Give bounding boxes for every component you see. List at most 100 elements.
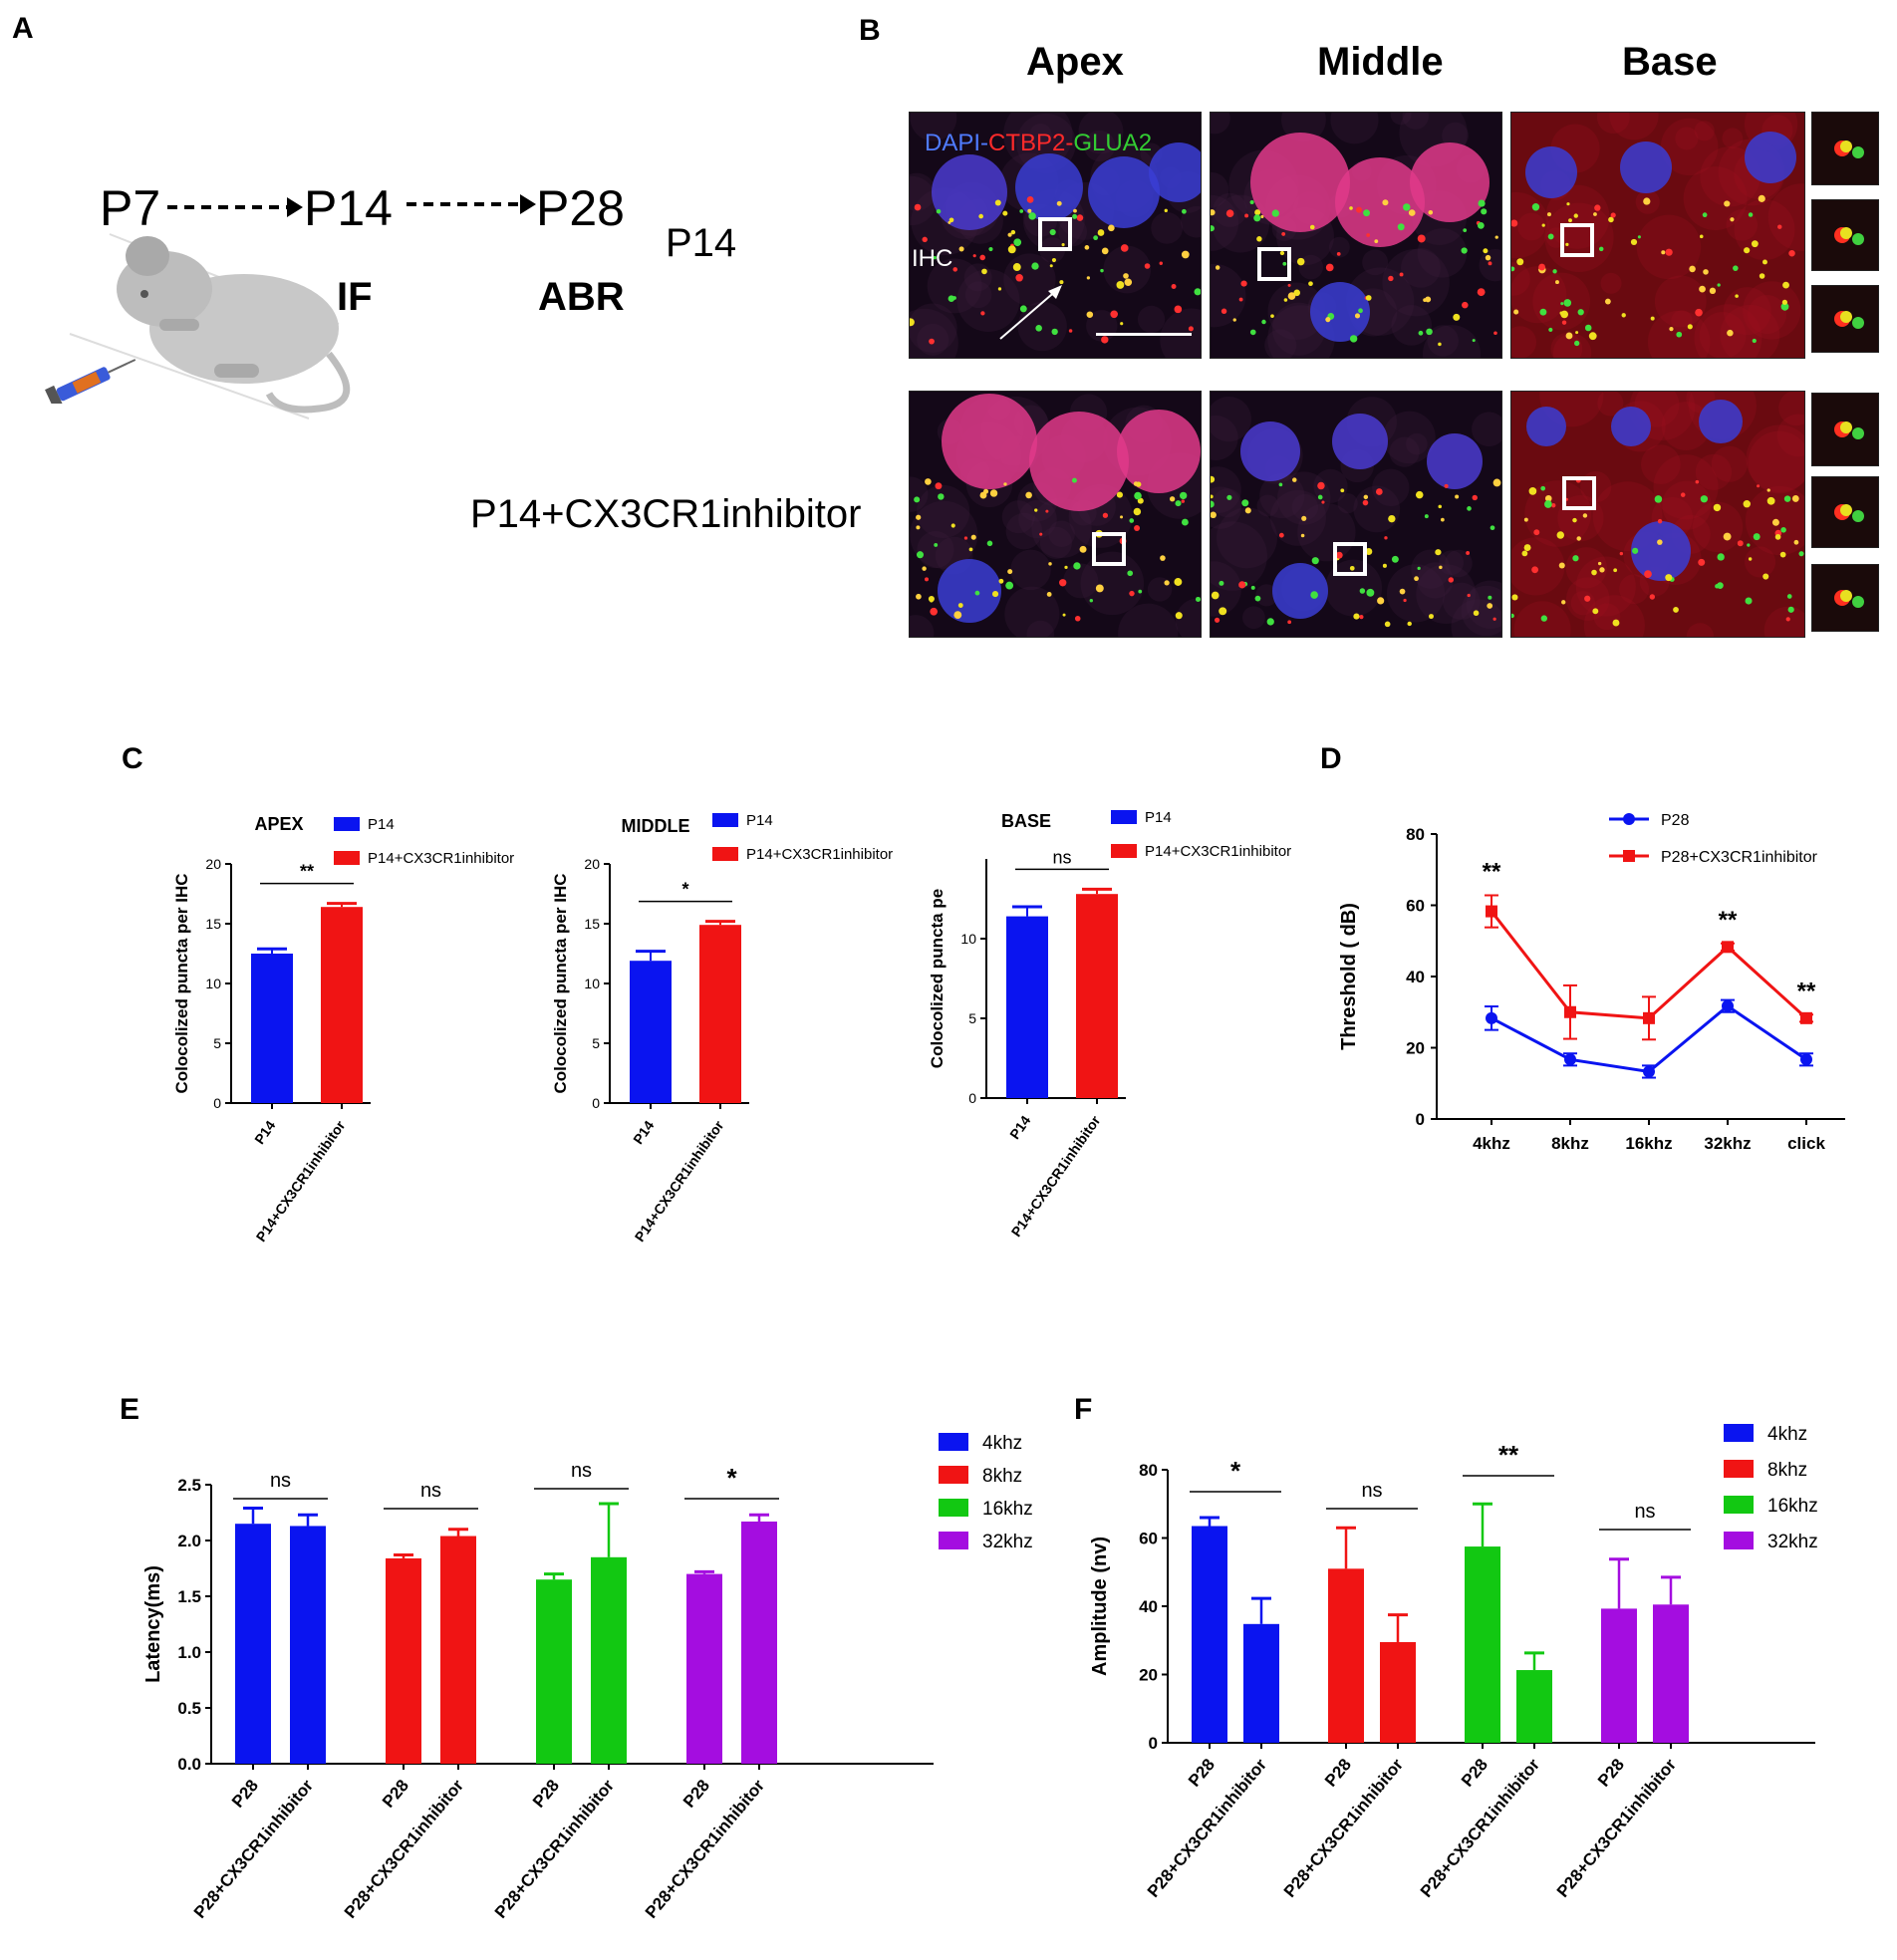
haze-blob bbox=[1686, 623, 1715, 637]
synaptic-puncta bbox=[1544, 494, 1552, 502]
haze-blob bbox=[1084, 130, 1116, 162]
haze-blob bbox=[1511, 266, 1567, 324]
haze-blob bbox=[1259, 472, 1305, 519]
legend-swatch bbox=[712, 847, 738, 861]
synaptic-puncta bbox=[1382, 199, 1389, 206]
synaptic-puncta bbox=[1188, 326, 1194, 332]
panel-label-a: A bbox=[12, 12, 34, 45]
synaptic-puncta bbox=[1758, 194, 1765, 202]
legend-swatch bbox=[1111, 844, 1137, 858]
synaptic-puncta bbox=[948, 295, 955, 302]
legend-entry: P14 bbox=[1145, 809, 1172, 826]
haze-blob bbox=[964, 281, 992, 309]
synaptic-puncta bbox=[1403, 598, 1407, 603]
synaptic-puncta bbox=[1649, 594, 1656, 600]
haze-blob bbox=[1662, 480, 1712, 530]
synaptic-puncta bbox=[1049, 264, 1053, 268]
synaptic-puncta bbox=[1438, 504, 1443, 509]
synaptic-puncta bbox=[1593, 212, 1597, 216]
synaptic-puncta bbox=[1565, 332, 1573, 340]
timeline-p14: P14 bbox=[304, 180, 393, 236]
synaptic-puncta bbox=[1095, 584, 1104, 593]
legend-swatch bbox=[712, 813, 738, 827]
legend-entry: P14+CX3CR1inhibitor bbox=[1145, 843, 1291, 860]
timeline-p7: P7 bbox=[100, 180, 161, 236]
significance-label: ** bbox=[1498, 1440, 1519, 1470]
synaptic-puncta bbox=[1727, 329, 1734, 337]
synaptic-puncta bbox=[1250, 585, 1255, 590]
synaptic-puncta bbox=[1748, 212, 1754, 217]
legend-marker bbox=[1623, 850, 1635, 862]
x-tick-label: P28 bbox=[1594, 1755, 1628, 1790]
bar-8khz-control bbox=[1328, 1568, 1364, 1743]
synaptic-puncta bbox=[1565, 242, 1569, 247]
haze-blob bbox=[1609, 113, 1659, 140]
roi-box bbox=[1333, 542, 1367, 576]
synaptic-puncta bbox=[1219, 607, 1227, 616]
haze-blob bbox=[1720, 304, 1780, 358]
synaptic-puncta bbox=[1780, 302, 1789, 311]
synaptic-puncta bbox=[1481, 208, 1488, 215]
synaptic-puncta bbox=[1388, 275, 1394, 282]
nucleus bbox=[1332, 414, 1388, 469]
nucleus bbox=[1029, 412, 1129, 511]
micrograph-p14-base bbox=[1510, 112, 1805, 359]
synaptic-puncta bbox=[1374, 239, 1379, 244]
haze-blob bbox=[1671, 310, 1693, 332]
legend-swatch bbox=[939, 1499, 968, 1517]
synaptic-puncta bbox=[1073, 208, 1077, 213]
bar-4khz-inhibitor bbox=[1243, 1623, 1279, 1743]
synaptic-puncta bbox=[1407, 621, 1412, 627]
synaptic-puncta bbox=[1120, 515, 1124, 519]
bar-p14 bbox=[630, 961, 672, 1103]
y-axis-label: Colocolized puncta per IHC bbox=[551, 873, 570, 1093]
haze-blob bbox=[1151, 211, 1184, 244]
synaptic-puncta bbox=[1278, 532, 1284, 538]
synaptic-puncta bbox=[1621, 313, 1626, 318]
synaptic-puncta bbox=[1785, 617, 1790, 622]
synaptic-puncta bbox=[1296, 257, 1305, 266]
synaptic-puncta bbox=[1415, 490, 1424, 499]
synaptic-puncta bbox=[1256, 236, 1262, 242]
label-if: IF bbox=[337, 275, 373, 319]
synaptic-puncta bbox=[1572, 555, 1579, 562]
synaptic-puncta bbox=[922, 566, 927, 571]
synaptic-puncta bbox=[1072, 213, 1078, 219]
synaptic-puncta bbox=[1340, 488, 1345, 493]
haze-blob bbox=[1391, 305, 1433, 346]
synaptic-puncta bbox=[1254, 595, 1261, 602]
synaptic-puncta bbox=[1211, 500, 1215, 508]
synaptic-puncta bbox=[1654, 495, 1663, 503]
synaptic-puncta bbox=[935, 482, 943, 490]
row-label-inhibitor: P14+CX3CR1inhibitor bbox=[470, 492, 862, 536]
synaptic-puncta bbox=[1179, 491, 1188, 500]
synaptic-puncta bbox=[1680, 492, 1686, 497]
synaptic-puncta bbox=[1774, 534, 1781, 540]
synaptic-puncta bbox=[1056, 200, 1062, 206]
bar-8khz-inhibitor bbox=[440, 1536, 476, 1764]
synaptic-puncta bbox=[1362, 499, 1369, 506]
y-tick-label: 1.0 bbox=[177, 1643, 201, 1662]
haze-blob bbox=[1039, 526, 1073, 559]
synaptic-puncta bbox=[1100, 268, 1104, 273]
legend-entry: P28 bbox=[1661, 812, 1690, 829]
synaptic-puncta bbox=[934, 542, 939, 547]
synaptic-puncta bbox=[1435, 549, 1442, 556]
x-tick-label: P28 bbox=[1458, 1755, 1491, 1790]
haze-blob bbox=[1597, 392, 1624, 417]
synaptic-puncta bbox=[1215, 265, 1220, 270]
synaptic-puncta bbox=[1717, 553, 1725, 561]
haze-blob bbox=[1337, 493, 1358, 514]
bar-16khz-control bbox=[536, 1579, 572, 1764]
significance-label: ns bbox=[1634, 1501, 1655, 1523]
synaptic-puncta bbox=[1408, 209, 1416, 216]
synaptic-puncta bbox=[1492, 478, 1501, 487]
haze-blob bbox=[910, 175, 937, 226]
haze-blob bbox=[1390, 113, 1412, 126]
nucleus bbox=[1088, 156, 1160, 228]
x-tick-label: 32khz bbox=[1704, 1134, 1751, 1153]
synaptic-puncta bbox=[1462, 301, 1469, 309]
synaptic-puncta bbox=[1472, 339, 1476, 343]
synaptic-puncta bbox=[1027, 208, 1032, 213]
synaptic-puncta bbox=[916, 593, 922, 600]
